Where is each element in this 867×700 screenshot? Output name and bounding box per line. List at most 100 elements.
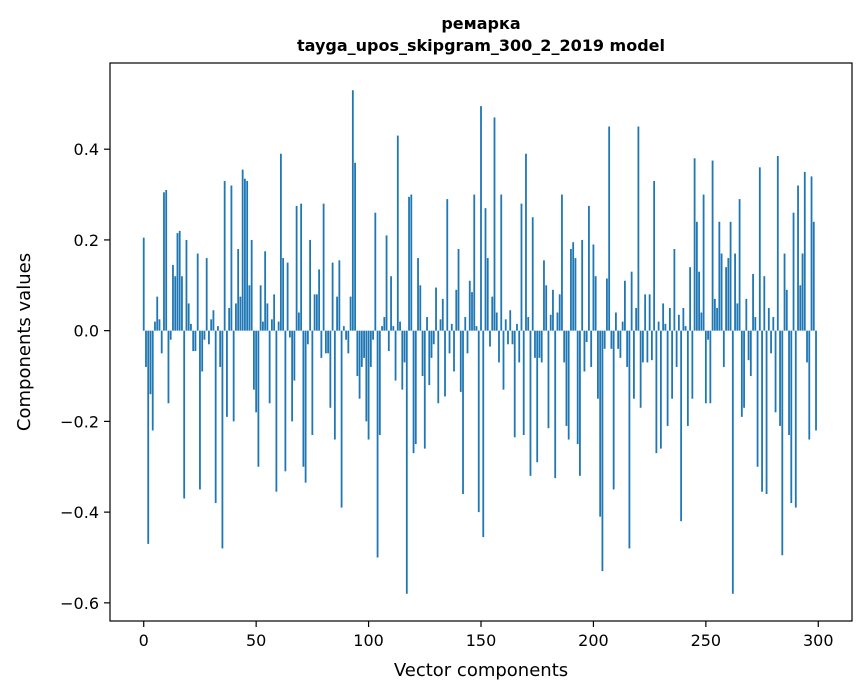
- bar: [437, 330, 440, 404]
- bar: [646, 330, 649, 363]
- bar: [360, 330, 363, 367]
- bar: [417, 258, 419, 331]
- bar: [684, 326, 687, 331]
- bar: [311, 330, 314, 435]
- x-tick-label: 0: [139, 631, 149, 650]
- bar: [599, 330, 602, 517]
- bar: [686, 330, 689, 426]
- bar: [223, 180, 226, 331]
- bar: [704, 330, 707, 404]
- bar: [707, 330, 709, 340]
- bar: [785, 289, 788, 331]
- bar: [543, 260, 545, 331]
- bar: [147, 330, 150, 544]
- bar: [579, 330, 581, 476]
- bar: [455, 289, 458, 331]
- bar: [662, 303, 665, 331]
- bar: [163, 192, 165, 331]
- bars: [142, 90, 817, 594]
- bar: [199, 330, 201, 490]
- bar: [547, 330, 550, 429]
- bar: [509, 310, 512, 331]
- bar: [167, 330, 170, 404]
- bar: [626, 330, 629, 367]
- bar: [644, 294, 647, 331]
- bar: [511, 330, 514, 345]
- bar: [722, 330, 725, 367]
- bar: [324, 330, 327, 354]
- bar: [570, 249, 572, 331]
- bar: [592, 244, 595, 331]
- y-tick-label: 0.2: [74, 231, 99, 250]
- bar: [594, 276, 597, 331]
- bar: [689, 267, 692, 331]
- bar: [253, 330, 255, 390]
- bar: [529, 330, 532, 476]
- bar: [648, 294, 651, 331]
- bar: [516, 323, 518, 331]
- y-tick-label: −0.2: [60, 412, 99, 431]
- bar: [192, 330, 195, 352]
- bar: [367, 330, 370, 440]
- bar: [432, 330, 435, 345]
- bar: [320, 330, 323, 358]
- bar: [187, 303, 190, 331]
- y-axis-ticks: −0.6 −0.4 −0.2 0.0 0.2 0.4: [60, 140, 110, 613]
- bar: [181, 276, 183, 331]
- bar: [776, 156, 779, 331]
- bar: [477, 330, 480, 513]
- bar: [266, 303, 269, 331]
- bar: [351, 90, 354, 331]
- bar: [513, 330, 516, 438]
- bar: [203, 330, 206, 340]
- bar: [615, 312, 617, 331]
- bar: [151, 330, 154, 431]
- bar: [504, 319, 507, 331]
- bar: [300, 203, 303, 331]
- bar: [309, 239, 312, 331]
- bar: [457, 249, 460, 331]
- bar: [698, 271, 700, 331]
- bar: [486, 258, 489, 331]
- bar: [736, 303, 739, 331]
- bar: [610, 330, 613, 349]
- bar: [297, 312, 300, 331]
- bar: [464, 317, 467, 331]
- bar: [428, 330, 431, 386]
- bar: [583, 330, 586, 372]
- x-tick-label: 150: [466, 631, 497, 650]
- bar: [545, 285, 548, 331]
- bar: [588, 205, 590, 331]
- bar: [356, 330, 359, 377]
- bar: [799, 285, 802, 331]
- bar: [392, 326, 395, 331]
- bar: [423, 330, 426, 449]
- bar: [471, 292, 473, 331]
- bar: [405, 330, 408, 594]
- bar: [758, 167, 761, 331]
- bar: [378, 330, 381, 435]
- bar: [700, 312, 703, 331]
- bar: [381, 326, 383, 331]
- bar: [235, 303, 237, 331]
- bar: [664, 323, 667, 331]
- chart-title-line-1: ремарка: [441, 14, 520, 33]
- bar: [770, 330, 772, 354]
- bar: [518, 330, 521, 363]
- bar: [257, 330, 260, 467]
- bar: [803, 171, 806, 331]
- bar: [194, 330, 197, 352]
- bar: [237, 249, 240, 331]
- x-axis-label: Vector components: [394, 660, 568, 681]
- bar: [376, 330, 379, 558]
- bar: [590, 330, 593, 367]
- bar: [174, 276, 177, 331]
- bar: [338, 260, 341, 331]
- bar: [558, 294, 561, 331]
- bar: [158, 319, 161, 331]
- bar: [446, 199, 449, 331]
- bar: [552, 289, 554, 331]
- bar: [340, 330, 343, 508]
- bar: [279, 153, 282, 331]
- bar: [374, 212, 377, 331]
